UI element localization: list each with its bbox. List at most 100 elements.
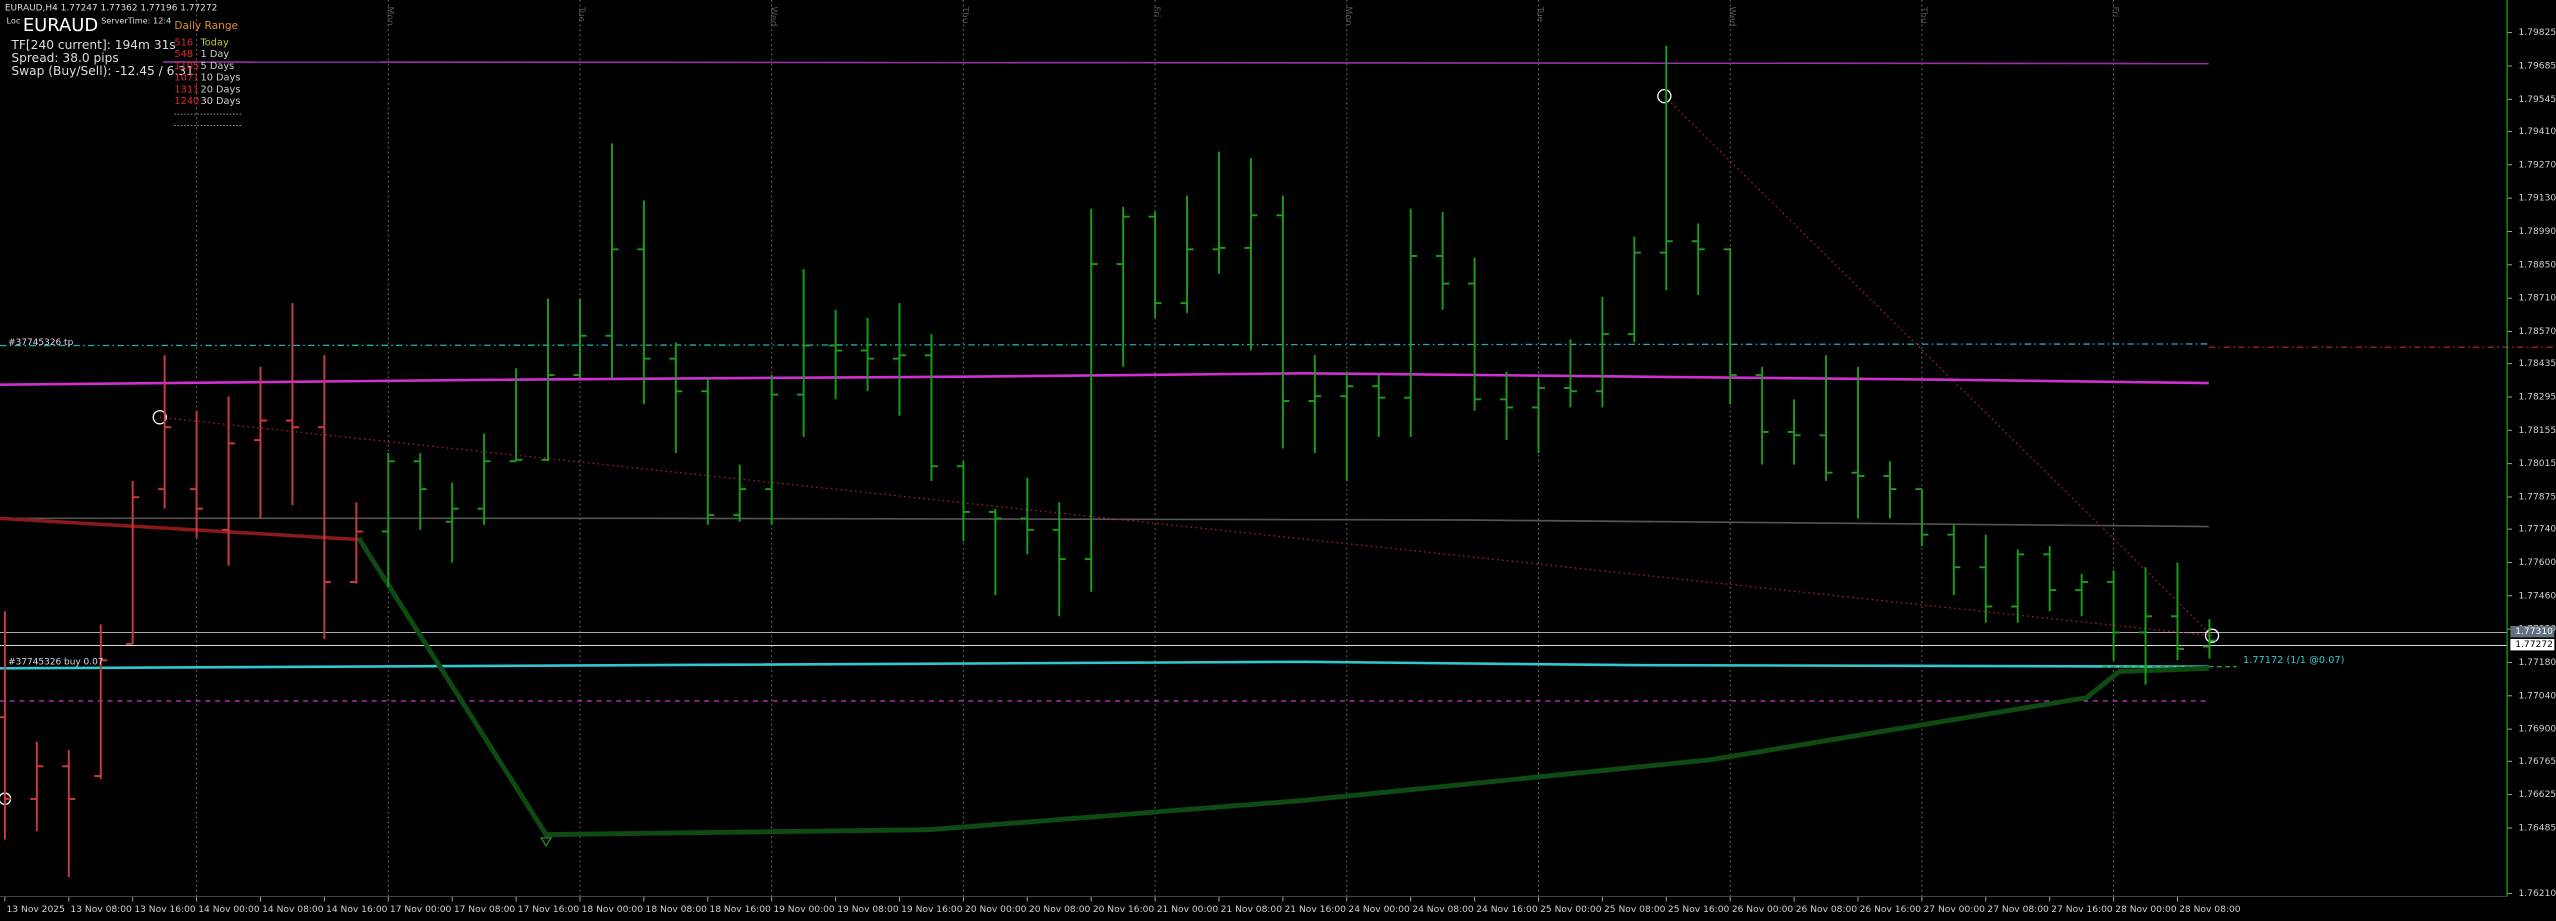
x-tick-label: 21 Nov 00:00 bbox=[1157, 905, 1219, 915]
y-tick-label: 1.79130 bbox=[2519, 194, 2556, 204]
y-tick-label: 1.77040 bbox=[2519, 691, 2556, 701]
x-tick-label: 18 Nov 08:00 bbox=[646, 905, 708, 915]
y-tick-label: 1.79685 bbox=[2519, 61, 2556, 71]
range-value: 1071 bbox=[174, 73, 199, 84]
range-period: 20 Days bbox=[201, 84, 241, 95]
y-tick-label: 1.76485 bbox=[2519, 823, 2556, 833]
y-tick-label: 1.78295 bbox=[2519, 392, 2556, 402]
x-tick-label: 27 Nov 16:00 bbox=[2051, 905, 2113, 915]
bars-layer bbox=[0, 45, 2216, 878]
range-title: Daily Range bbox=[174, 20, 238, 32]
x-tick-label: 17 Nov 08:00 bbox=[454, 905, 516, 915]
bid-box bbox=[2510, 625, 2555, 638]
y-tick-label: 1.79410 bbox=[2519, 127, 2556, 137]
x-tick-label: 14 Nov 00:00 bbox=[198, 905, 260, 915]
range-period: 30 Days bbox=[201, 96, 241, 107]
x-tick-label: 17 Nov 16:00 bbox=[518, 905, 580, 915]
x-tick-label: 28 Nov 00:00 bbox=[2115, 905, 2177, 915]
x-tick-label: 18 Nov 00:00 bbox=[582, 905, 644, 915]
x-tick-label: 26 Nov 00:00 bbox=[1732, 905, 1794, 915]
weekday-label: Wed bbox=[768, 7, 778, 27]
x-tick-label: 24 Nov 00:00 bbox=[1348, 905, 1410, 915]
buy-label: #37745326 buy 0.07 bbox=[8, 657, 103, 667]
symbol-line: EURAUD,H4 1.77247 1.77362 1.77196 1.7727… bbox=[5, 4, 217, 14]
order-label: 1.77172 (1/1 @0.07) bbox=[2243, 655, 2344, 666]
tp-label: #37745326 tp bbox=[8, 338, 73, 348]
y-tick-label: 1.79270 bbox=[2519, 160, 2556, 170]
trend-dotted bbox=[159, 416, 2213, 637]
y-tick-label: 1.76765 bbox=[2519, 757, 2556, 767]
y-tick-label: 1.78155 bbox=[2519, 426, 2556, 436]
y-tick-label: 1.77600 bbox=[2519, 558, 2556, 568]
weekday-label: Tue bbox=[576, 6, 586, 23]
marker bbox=[1657, 89, 1672, 104]
range-value: 548 bbox=[174, 49, 193, 60]
weekday-label: Thu bbox=[1918, 6, 1928, 24]
weekday-label: Fri bbox=[2110, 7, 2120, 18]
x-tick-label: 19 Nov 00:00 bbox=[773, 905, 835, 915]
x-tick-label: 21 Nov 16:00 bbox=[1285, 905, 1347, 915]
weekday-label: Wed bbox=[1726, 7, 1736, 27]
y-tick-label: 1.77740 bbox=[2519, 525, 2556, 535]
x-tick-label: 24 Nov 08:00 bbox=[1412, 905, 1474, 915]
x-tick-label: 17 Nov 00:00 bbox=[390, 905, 452, 915]
x-tick-label: 28 Nov 08:00 bbox=[2179, 905, 2241, 915]
x-tick-label: 20 Nov 16:00 bbox=[1093, 905, 1155, 915]
server-time: ServerTime: 12:4 bbox=[101, 16, 171, 26]
range-period: 5 Days bbox=[201, 61, 235, 72]
spread: Spread: 38.0 pips bbox=[11, 51, 118, 65]
weekday-label: Fri bbox=[1151, 7, 1161, 18]
y-tick-label: 1.78015 bbox=[2519, 459, 2556, 469]
grid-layer: 1.79825 1.79685 1.79545 1.79410 1.79270 1.791… bbox=[4, 0, 2556, 915]
bid-label: 1.77310 bbox=[2515, 627, 2553, 637]
trend-dotted bbox=[1663, 95, 2213, 637]
x-tick-label: 27 Nov 00:00 bbox=[1924, 905, 1986, 915]
y-tick-label: 1.76900 bbox=[2519, 725, 2556, 735]
x-tick-label: 18 Nov 16:00 bbox=[709, 905, 771, 915]
range-value: 1311 bbox=[174, 84, 199, 95]
swap: Swap (Buy/Sell): -12.45 / 6.31 bbox=[11, 64, 193, 78]
x-tick-label: 19 Nov 08:00 bbox=[837, 905, 899, 915]
range-period: Today bbox=[200, 37, 229, 48]
x-tick-label: 25 Nov 16:00 bbox=[1668, 905, 1730, 915]
marker bbox=[2204, 628, 2220, 643]
local-time: Loc bbox=[7, 16, 21, 26]
y-tick-label: 1.78570 bbox=[2519, 327, 2556, 337]
y-tick-label: 1.77180 bbox=[2519, 658, 2556, 668]
y-tick-label: 1.78435 bbox=[2519, 359, 2556, 369]
x-tick-label: 13 Nov 16:00 bbox=[134, 905, 196, 915]
last-label: 1.77272 bbox=[2515, 640, 2553, 650]
y-tick-label: 1.77460 bbox=[2519, 591, 2556, 601]
timeframe: TF[240 current]: 194m 31s bbox=[10, 38, 175, 52]
range-period: 10 Days bbox=[201, 73, 241, 84]
y-tick-label: 1.76625 bbox=[2519, 790, 2556, 800]
y-tick-label: 1.79545 bbox=[2519, 95, 2556, 105]
y-tick-label: 1.79825 bbox=[2519, 28, 2556, 38]
x-tick-label: 20 Nov 08:00 bbox=[1029, 905, 1091, 915]
y-tick-label: 1.76210 bbox=[2519, 889, 2556, 899]
last-box bbox=[2510, 638, 2555, 651]
x-tick-label: 13 Nov 08:00 bbox=[70, 905, 132, 915]
x-tick-label: 24 Nov 16:00 bbox=[1476, 905, 1538, 915]
weekday-label: Thu bbox=[960, 6, 970, 24]
x-tick-label: 14 Nov 08:00 bbox=[262, 905, 324, 915]
symbol: EURAUD bbox=[23, 15, 98, 36]
x-tick-label: 21 Nov 08:00 bbox=[1221, 905, 1283, 915]
weekday-label: Tue bbox=[1535, 6, 1545, 23]
x-tick-label: 25 Nov 08:00 bbox=[1604, 905, 1666, 915]
range-value: 1105 bbox=[174, 61, 199, 72]
range-value: 1240 bbox=[174, 96, 199, 107]
equity-curve bbox=[356, 536, 2209, 838]
channel-top bbox=[163, 61, 2209, 65]
weekday-label: Mon bbox=[1343, 7, 1353, 26]
x-tick-label: 26 Nov 16:00 bbox=[1860, 905, 1922, 915]
x-tick-label: 14 Nov 16:00 bbox=[326, 905, 388, 915]
y-tick-label: 1.78710 bbox=[2519, 294, 2556, 304]
x-tick-label: 25 Nov 00:00 bbox=[1540, 905, 1602, 915]
x-tick-label: 27 Nov 08:00 bbox=[1987, 905, 2049, 915]
y-tick-label: 1.78990 bbox=[2519, 227, 2556, 237]
trend-red bbox=[0, 516, 359, 542]
